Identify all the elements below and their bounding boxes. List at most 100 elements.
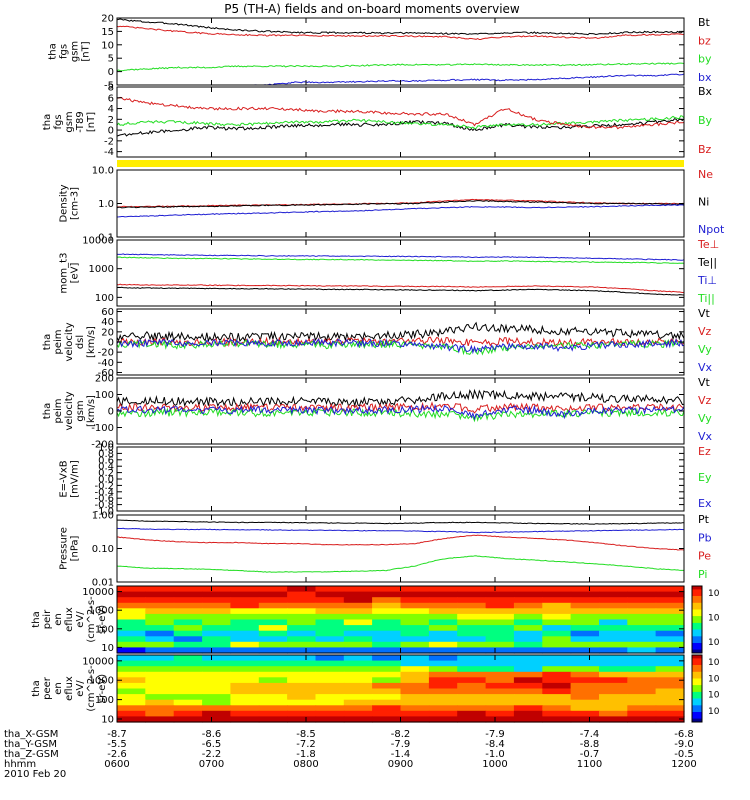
y-axis-label-line: en bbox=[53, 613, 64, 626]
spectrogram-cell bbox=[400, 647, 430, 654]
y-axis-label-line: gsm bbox=[64, 111, 75, 132]
spectrogram-cell bbox=[400, 641, 430, 648]
legend-Vt: Vt bbox=[698, 376, 711, 389]
spectrogram-cell bbox=[457, 586, 487, 593]
spectrogram-cell bbox=[428, 625, 458, 632]
spectrogram-cell bbox=[230, 671, 260, 678]
series-By-line bbox=[116, 115, 685, 130]
spectrogram-cell bbox=[372, 716, 402, 723]
spectrogram-cell bbox=[570, 602, 600, 609]
spectrogram-cell bbox=[202, 688, 232, 695]
spectrogram-cell bbox=[428, 591, 458, 598]
y-axis-label-line: [eV] bbox=[70, 263, 81, 284]
spectrogram-cell bbox=[287, 671, 317, 678]
spectrogram-cell bbox=[287, 705, 317, 712]
spectrogram-cell bbox=[542, 716, 572, 723]
spectrogram-cell bbox=[457, 636, 487, 643]
spectrogram-cell bbox=[627, 699, 657, 706]
y-axis-label-line: peir bbox=[42, 609, 53, 629]
spectrogram-cell bbox=[343, 613, 373, 621]
spectrogram-cell bbox=[315, 619, 345, 626]
spectrogram-cell bbox=[570, 597, 600, 604]
legend-Bt: Bt bbox=[698, 16, 711, 29]
spectrogram-cell bbox=[230, 699, 260, 706]
spectrogram-cell bbox=[485, 655, 515, 662]
spectrogram-cell bbox=[258, 660, 288, 667]
legend-bz: bz bbox=[698, 34, 711, 47]
colorbar-step bbox=[692, 607, 702, 610]
spectrogram-cell bbox=[457, 597, 487, 604]
colorbar-step bbox=[692, 670, 702, 673]
colorbar-step bbox=[692, 656, 702, 659]
series-Pt-line bbox=[117, 519, 685, 525]
y-tick-label: -2 bbox=[104, 136, 114, 147]
spectrogram-cell bbox=[258, 682, 288, 690]
y-axis-label-line: fgs bbox=[59, 44, 70, 59]
spectrogram-cell bbox=[513, 597, 543, 604]
spectrogram-cell bbox=[485, 625, 515, 632]
spectrogram-cell bbox=[173, 688, 203, 695]
spectrogram-cell bbox=[117, 586, 146, 593]
spectrogram-cell bbox=[570, 630, 600, 637]
spectrogram-cell bbox=[655, 602, 685, 609]
spectrogram-cell bbox=[372, 597, 402, 604]
spectrogram-cell bbox=[315, 694, 345, 701]
spectrogram-cell bbox=[428, 608, 458, 615]
spectrogram-cell bbox=[655, 586, 685, 593]
colorbar-step bbox=[692, 720, 702, 723]
figure-title: P5 (TH-A) fields and on-board moments ov… bbox=[224, 2, 520, 16]
spectrogram-cell bbox=[372, 636, 402, 643]
spectrogram-cell bbox=[599, 716, 628, 723]
y-axis-label-line: velocity bbox=[64, 391, 75, 430]
spectrogram-cell bbox=[400, 625, 430, 632]
spectrogram-cell bbox=[485, 671, 515, 678]
y-axis-label: thapeerenefluxeV/(cm^2-s-sr-eV) bbox=[31, 665, 108, 712]
spectrogram-cell bbox=[485, 660, 515, 667]
spectrogram-cell bbox=[202, 647, 232, 654]
spectrogram-cell bbox=[117, 660, 146, 667]
spectrogram-cell bbox=[485, 608, 515, 615]
spectrogram-cell bbox=[513, 630, 543, 637]
spectrogram-cell bbox=[287, 694, 317, 701]
x-axis-value: -0.7 bbox=[580, 749, 600, 760]
spectrogram-cell bbox=[117, 591, 146, 598]
spectrogram-cell bbox=[627, 641, 657, 648]
panel-7: Ez Ey Ex -1.0-0.8-0.6-0.4-0.20.00.20.40.60.… bbox=[59, 443, 712, 518]
colorbar-step bbox=[692, 644, 702, 647]
spectrogram-cell bbox=[287, 591, 317, 598]
spectrogram-cell bbox=[428, 710, 458, 717]
x-axis-value: -7.4 bbox=[580, 729, 600, 740]
colorbar-step bbox=[692, 681, 702, 684]
y-axis-label-line: gsm bbox=[75, 400, 86, 421]
colorbar-step bbox=[692, 715, 702, 718]
spectrogram-cell bbox=[457, 625, 487, 632]
spectrogram-cell bbox=[457, 666, 487, 673]
colorbar-step bbox=[692, 643, 702, 646]
x-axis-value: -5.5 bbox=[107, 739, 127, 750]
spectrogram-cell bbox=[570, 694, 600, 701]
spectrogram-cell bbox=[485, 630, 515, 637]
spectrogram-cell bbox=[287, 660, 317, 667]
spectrogram-cell bbox=[457, 591, 487, 598]
colorbar-step bbox=[692, 658, 702, 661]
y-axis-label-line: eflux bbox=[64, 607, 75, 632]
spectrogram-cell bbox=[513, 705, 543, 712]
spectrogram-cell bbox=[372, 641, 402, 648]
spectrogram-cell bbox=[202, 655, 232, 662]
series-Vt-line bbox=[116, 388, 685, 408]
spectrogram-cell bbox=[428, 641, 458, 648]
y-tick-label: 15 bbox=[101, 27, 114, 38]
spectrogram-cell bbox=[542, 613, 572, 621]
colorbar-step bbox=[692, 599, 702, 602]
spectrogram-cell bbox=[287, 710, 317, 717]
spectrogram-cell bbox=[485, 699, 515, 706]
spectrogram-cell bbox=[315, 625, 345, 632]
spectrogram-cell bbox=[627, 613, 657, 621]
spectrogram-cell bbox=[230, 602, 260, 609]
y-axis-label-line: peer bbox=[42, 676, 53, 700]
colorbar-step bbox=[692, 634, 702, 637]
y-tick-label: 10 bbox=[101, 715, 114, 726]
spectrogram-cell bbox=[343, 647, 373, 654]
